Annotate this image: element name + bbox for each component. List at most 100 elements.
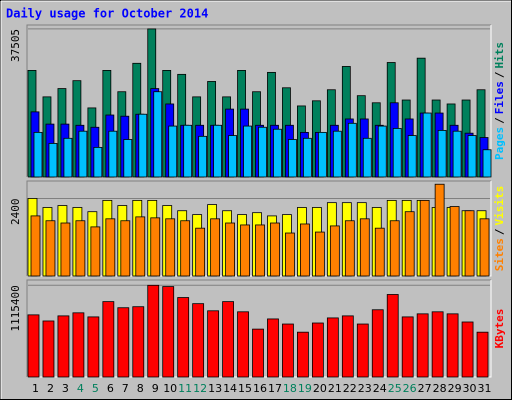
bar bbox=[138, 113, 148, 178]
bar bbox=[165, 218, 176, 277]
bar bbox=[153, 91, 163, 178]
bar bbox=[210, 218, 221, 277]
x-tick-label: 2 bbox=[47, 382, 54, 395]
bar bbox=[422, 112, 432, 178]
bar bbox=[237, 311, 249, 378]
bar bbox=[273, 128, 282, 178]
bar bbox=[407, 135, 417, 178]
legend-entry: Sites bbox=[493, 238, 506, 271]
x-tick-label: 31 bbox=[478, 382, 492, 395]
bar bbox=[452, 130, 462, 178]
bar bbox=[389, 220, 400, 277]
bar bbox=[123, 139, 133, 178]
x-tick-label: 13 bbox=[208, 382, 222, 395]
legend: KBytes bbox=[493, 309, 506, 349]
bar bbox=[72, 312, 85, 378]
chart-title: Daily usage for October 2014 bbox=[6, 7, 208, 21]
x-tick-label: 24 bbox=[373, 382, 387, 395]
bar bbox=[431, 311, 444, 378]
bar bbox=[300, 223, 310, 277]
bar bbox=[285, 232, 295, 277]
x-tick-label: 25 bbox=[388, 382, 402, 395]
bar bbox=[282, 323, 294, 378]
bar bbox=[90, 226, 101, 277]
x-tick-label: 30 bbox=[463, 382, 477, 395]
bar bbox=[177, 297, 190, 378]
x-tick-label: 28 bbox=[433, 382, 447, 395]
x-tick-label: 7 bbox=[122, 382, 129, 395]
legend-separator: / bbox=[493, 117, 506, 124]
legend-entry: Files bbox=[493, 81, 506, 114]
bar bbox=[222, 301, 234, 378]
bar bbox=[183, 124, 193, 178]
legend-entry: Hits bbox=[493, 42, 506, 69]
bar bbox=[162, 286, 175, 378]
bar bbox=[314, 231, 325, 277]
bar bbox=[359, 218, 370, 277]
bar bbox=[63, 137, 73, 178]
bar bbox=[78, 130, 88, 178]
bar bbox=[258, 126, 267, 178]
bar bbox=[48, 143, 58, 178]
bar bbox=[329, 225, 340, 277]
x-tick-label: 19 bbox=[298, 382, 312, 395]
bar bbox=[419, 199, 430, 277]
x-tick-label: 27 bbox=[418, 382, 432, 395]
bar bbox=[288, 139, 297, 178]
bar bbox=[240, 224, 250, 277]
bar bbox=[60, 222, 71, 277]
y-tick-label: 37505 bbox=[9, 29, 22, 62]
x-tick-label: 5 bbox=[92, 382, 99, 395]
x-tick-label: 1 bbox=[32, 382, 39, 395]
bar bbox=[392, 128, 402, 178]
legend-separator: / bbox=[493, 71, 506, 78]
bar bbox=[102, 301, 115, 378]
panel-edge bbox=[26, 24, 491, 177]
panel-edge bbox=[26, 180, 491, 276]
bar bbox=[479, 218, 490, 277]
bar bbox=[180, 220, 191, 277]
bar bbox=[356, 323, 369, 378]
bar bbox=[437, 130, 447, 178]
bar bbox=[168, 125, 178, 178]
bar bbox=[105, 218, 116, 277]
x-tick-label: 29 bbox=[448, 382, 462, 395]
bar bbox=[311, 322, 324, 378]
bar bbox=[30, 215, 41, 277]
bar bbox=[344, 220, 355, 277]
x-tick-label: 12 bbox=[193, 382, 207, 395]
x-tick-label: 26 bbox=[403, 382, 417, 395]
x-tick-label: 11 bbox=[178, 382, 192, 395]
bar bbox=[117, 307, 130, 378]
bar bbox=[75, 220, 86, 277]
bar bbox=[416, 313, 429, 378]
y-tick-label: 2400 bbox=[9, 198, 22, 225]
bar bbox=[192, 303, 205, 378]
bar bbox=[120, 220, 131, 277]
bar bbox=[371, 309, 384, 378]
bar bbox=[401, 316, 414, 378]
bar bbox=[33, 131, 43, 178]
bar bbox=[464, 210, 475, 277]
bar bbox=[476, 331, 489, 378]
legend: Pages / Files / Hits bbox=[493, 42, 506, 160]
bar bbox=[252, 328, 264, 378]
bar bbox=[461, 321, 474, 378]
bar bbox=[93, 146, 103, 178]
bar bbox=[198, 135, 208, 178]
bar bbox=[446, 313, 459, 378]
bar bbox=[228, 135, 237, 178]
bar bbox=[404, 211, 415, 277]
bar bbox=[45, 220, 56, 277]
bar bbox=[449, 206, 460, 277]
x-tick-label: 23 bbox=[358, 382, 372, 395]
bar bbox=[27, 314, 40, 378]
bar bbox=[467, 135, 477, 178]
x-tick-label: 9 bbox=[152, 382, 159, 395]
bar bbox=[135, 216, 146, 277]
bar bbox=[213, 124, 223, 178]
bar bbox=[326, 317, 339, 378]
x-tick-label: 20 bbox=[313, 382, 327, 395]
bar bbox=[57, 315, 70, 378]
